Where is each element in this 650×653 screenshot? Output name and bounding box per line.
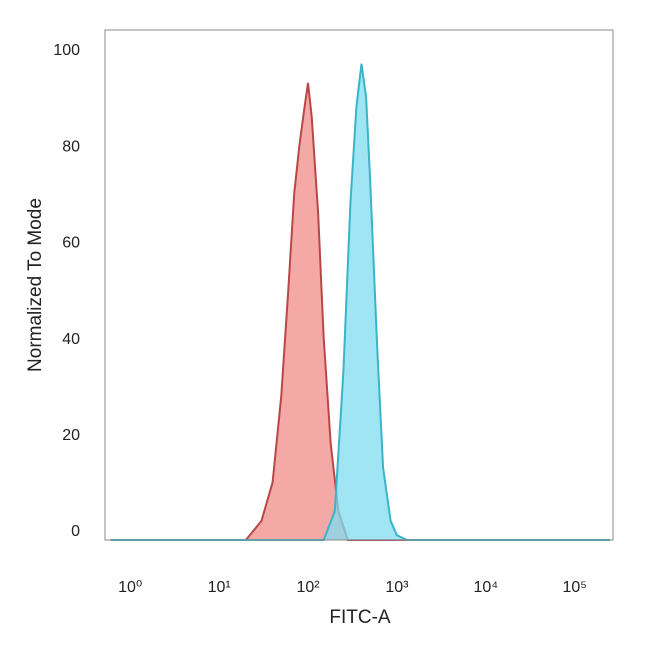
x-tick-label: 10² bbox=[296, 579, 320, 596]
y-tick-label: 100 bbox=[53, 42, 80, 59]
x-axis-label: FITC-A bbox=[329, 607, 391, 628]
x-tick-label: 10¹ bbox=[208, 579, 231, 596]
y-tick-label: 60 bbox=[62, 235, 80, 252]
histogram-area bbox=[110, 63, 610, 540]
x-tick-label: 10³ bbox=[385, 579, 409, 596]
plot-frame bbox=[104, 29, 614, 541]
y-tick-label: 80 bbox=[62, 138, 80, 155]
y-tick-label: 20 bbox=[62, 427, 80, 444]
y-tick-label: 0 bbox=[71, 523, 80, 540]
x-tick-label: 10⁰ bbox=[118, 579, 142, 596]
histogram-outline bbox=[110, 63, 610, 541]
x-tick-label: 10⁵ bbox=[562, 579, 586, 596]
y-tick-label: 40 bbox=[62, 331, 80, 348]
y-axis-label: Normalized To Mode bbox=[25, 198, 46, 372]
x-tick-label: 10⁴ bbox=[473, 579, 498, 596]
histogram-outline bbox=[110, 82, 610, 541]
